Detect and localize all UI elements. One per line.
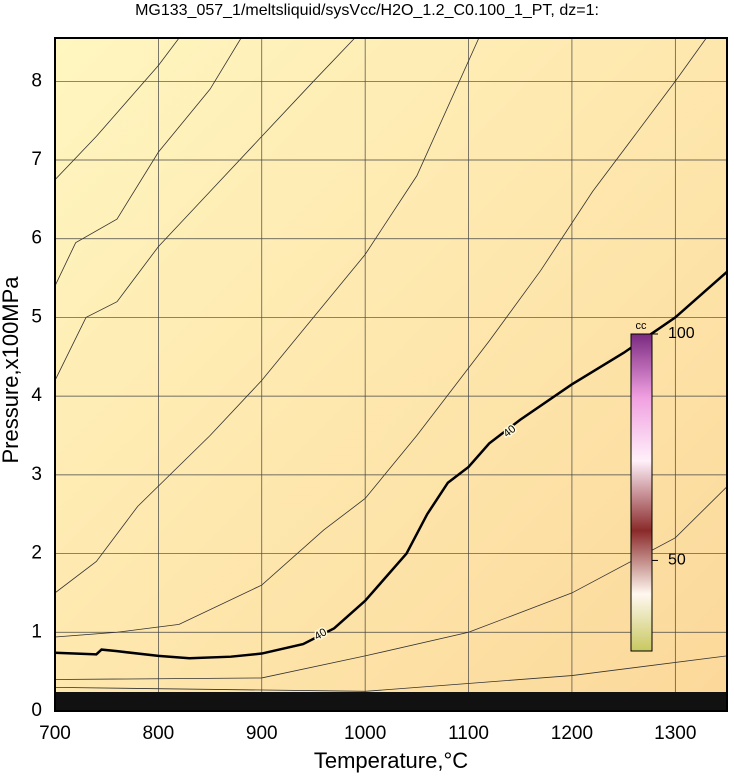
x-tick-label: 1000 bbox=[344, 723, 386, 744]
colorbar-tick-label: 100 bbox=[668, 325, 695, 342]
y-tick-label: 2 bbox=[31, 543, 42, 564]
x-tick-label: 800 bbox=[143, 723, 175, 744]
contour-line bbox=[55, 38, 707, 638]
x-axis-label: Temperature,°C bbox=[314, 748, 468, 773]
y-tick-label: 5 bbox=[31, 306, 42, 327]
frame bbox=[54, 37, 728, 712]
x-tick-label: 1100 bbox=[448, 723, 489, 744]
y-tick-label: 3 bbox=[31, 464, 42, 485]
y-tick-label: 8 bbox=[31, 70, 42, 91]
dense-contours bbox=[55, 692, 727, 711]
x-tick-label: 700 bbox=[39, 723, 71, 744]
contour-line bbox=[55, 270, 727, 660]
contour-line bbox=[55, 38, 242, 287]
y-tick-label: 0 bbox=[31, 700, 42, 721]
y-tick-label: 1 bbox=[31, 621, 42, 642]
colorbar-label: cc bbox=[636, 320, 648, 332]
contour-line bbox=[55, 38, 180, 180]
contour-line bbox=[55, 655, 727, 692]
y-tick-label: 4 bbox=[31, 385, 42, 406]
contour-line bbox=[55, 38, 480, 594]
x-tick-label: 1200 bbox=[551, 723, 593, 744]
contour-line bbox=[55, 486, 727, 680]
grid bbox=[54, 38, 727, 712]
y-axis-label: Pressure,x100MPa bbox=[0, 276, 23, 464]
contours bbox=[55, 38, 727, 692]
plot-area bbox=[55, 38, 727, 711]
colorbar bbox=[630, 333, 653, 652]
x-tick-label: 1300 bbox=[654, 723, 696, 744]
y-tick-label: 6 bbox=[31, 228, 42, 249]
colorbar-tick-label: 50 bbox=[668, 552, 686, 569]
y-tick-label: 7 bbox=[31, 149, 42, 170]
contour-line bbox=[55, 38, 356, 381]
chart-title: MG133_057_1/meltsliquid/sysVcc/H2O_1.2_C… bbox=[135, 2, 599, 19]
x-tick-label: 900 bbox=[246, 723, 278, 744]
